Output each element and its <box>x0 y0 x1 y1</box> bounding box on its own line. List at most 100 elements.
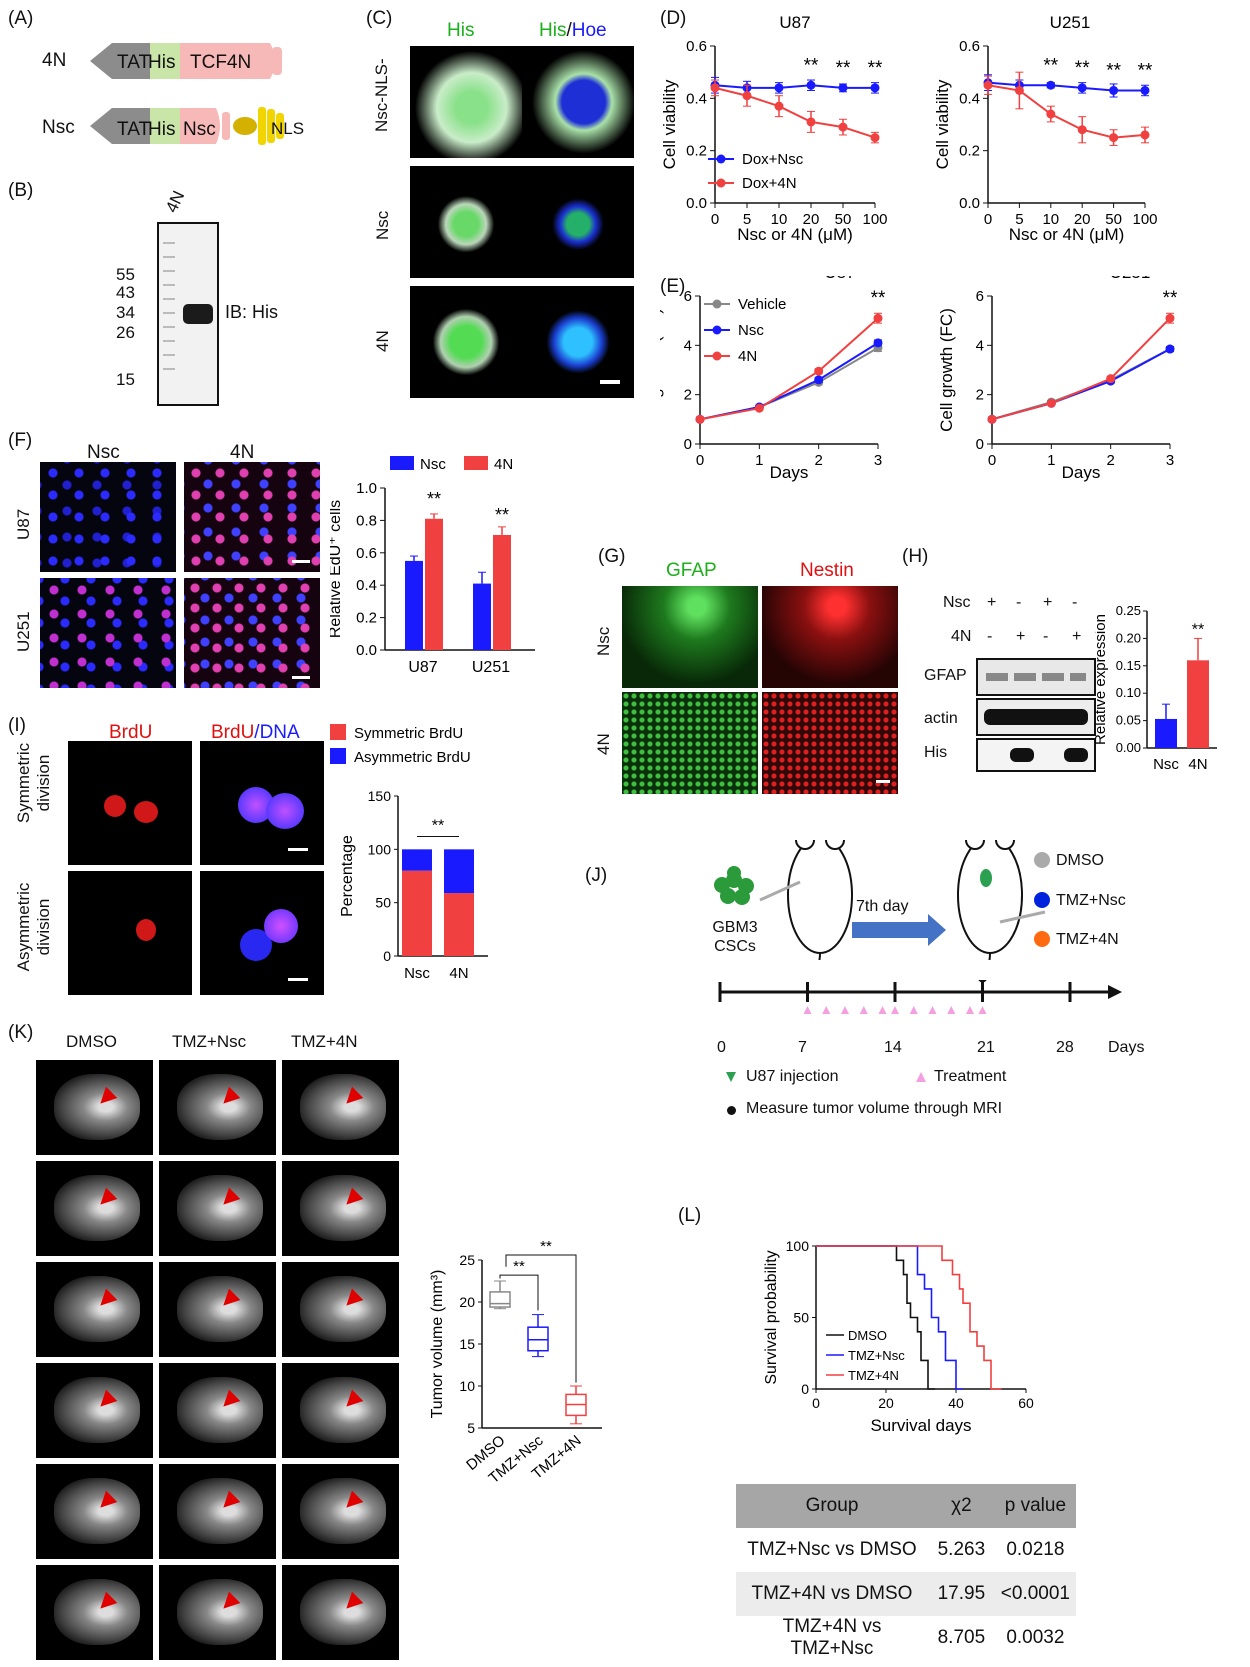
g-row-4n: 4N <box>594 733 613 755</box>
y-axis-label: Cell viability <box>933 79 952 169</box>
ib-his-label: IB: His <box>225 302 279 322</box>
h-blot-actin <box>976 698 1096 736</box>
km-curve-DMSO <box>816 1245 935 1390</box>
construct-4n-his: His <box>148 52 176 73</box>
j-legend-dmso: DMSO <box>1056 852 1104 869</box>
bar-Nsc-U87 <box>405 560 423 650</box>
stats-header-chi2: χ2 <box>927 1484 995 1528</box>
j-key-injection: U87 injection <box>746 1068 839 1085</box>
stats-cell: <0.0001 <box>994 1572 1076 1616</box>
y-tick-label: 0.4 <box>686 90 707 107</box>
brain-scan <box>300 1074 386 1140</box>
significance-mark: ** <box>427 489 441 509</box>
f-img-u87-nsc <box>40 462 176 572</box>
mw-marker-34: 34 <box>116 303 135 322</box>
syringe-icon-1 <box>759 880 801 902</box>
panel-label-h: (H) <box>902 546 929 567</box>
j-tick-21: 21 <box>977 1039 995 1056</box>
h-blot-gfap-label: GFAP <box>924 667 967 684</box>
y-tick-label: 25 <box>459 1252 475 1268</box>
bar-Nsc-U251 <box>473 583 491 650</box>
panel-label-b: (B) <box>8 180 34 201</box>
x-tick-label: 1 <box>755 452 763 469</box>
treatment-marker <box>947 1006 956 1014</box>
mri-image <box>36 1262 153 1357</box>
y-tick-label: 100 <box>786 1238 810 1254</box>
y-tick-label: 0.6 <box>686 38 707 55</box>
data-point <box>1014 85 1024 95</box>
table-row: TMZ+4N vs DMSO 17.95 <0.0001 <box>736 1572 1076 1616</box>
h-nsc-sign-1: + <box>987 594 997 611</box>
y-axis-label: Percentage <box>339 835 356 917</box>
mri-image <box>36 1363 153 1458</box>
mri-image <box>282 1464 399 1559</box>
g-scale-bar <box>876 780 890 783</box>
series-line-Nsc <box>991 348 1171 421</box>
g-col-nestin: Nestin <box>800 560 854 581</box>
stats-cell: 17.95 <box>927 1572 995 1616</box>
mri-image <box>282 1565 399 1660</box>
legend-marker <box>712 351 722 361</box>
y-tick-label: 0.8 <box>356 512 377 529</box>
brain-scan <box>177 1478 263 1544</box>
treatment-marker <box>859 1006 868 1014</box>
data-point <box>1109 85 1119 95</box>
y-tick-label: 0.6 <box>356 545 377 562</box>
legend-swatch <box>390 456 414 470</box>
c-img-nsc-nls-his <box>410 46 522 158</box>
construct-nsc-his: His <box>148 119 176 140</box>
h-4n-sign-4: + <box>1072 628 1082 645</box>
legend-marker <box>716 154 726 164</box>
mri-image <box>159 1262 276 1357</box>
data-point <box>838 122 848 132</box>
x-axis-label: Survival days <box>870 1416 971 1435</box>
h-4n-sign-2: + <box>1016 628 1026 645</box>
x-tick-label: 0 <box>988 452 996 469</box>
treatment-marker <box>878 1006 887 1014</box>
legend-swatch <box>330 724 346 740</box>
significance-bracket <box>505 1254 577 1383</box>
chart-title: U251 <box>1050 13 1091 32</box>
brain-scan <box>177 1579 263 1645</box>
i-img-asym-brdu <box>68 871 192 995</box>
y-tick-label: 6 <box>976 288 984 305</box>
chart-title: U87 <box>779 13 810 32</box>
data-point <box>870 133 880 143</box>
i-scale-bar-2 <box>288 978 308 981</box>
series-line-4N <box>991 317 1171 421</box>
mouse-icon-day0 <box>787 840 853 960</box>
stats-cell: 5.263 <box>927 1528 995 1572</box>
y-tick-label: 0.0 <box>356 642 377 659</box>
y-tick-label: 0.15 <box>1116 658 1141 673</box>
chart-i: Symmetric BrdU Asymmetric BrdU 0 50 100 150 Pe… <box>330 724 488 982</box>
km-curve-TMZ+Nsc <box>816 1245 963 1390</box>
bar-Asymmetric BrdU-4N <box>444 849 474 894</box>
h-4n-sign-3: - <box>1043 628 1049 645</box>
gbm3-cells-icon <box>714 866 754 905</box>
x-tick-label: 2 <box>814 452 822 469</box>
chart-d-u87: 0.0 0.2 0.4 0.6 0 5 10 20 50 100 U87 Nsc or 4N (μM)… <box>660 13 888 244</box>
treatment-marker <box>803 1006 812 1014</box>
i-img-asym-merge <box>200 871 324 995</box>
y-tick-label: 1.0 <box>356 480 377 497</box>
brain-scan <box>54 1377 140 1443</box>
y-tick-label: 100 <box>368 841 392 857</box>
i-row-symmetric: Symmetric division <box>14 742 53 824</box>
y-axis-label: Tumor volume (mm³) <box>429 1270 446 1419</box>
k-col-dmso: DMSO <box>66 1032 117 1051</box>
data-point <box>754 403 764 413</box>
y-tick-label: 0 <box>801 1381 809 1397</box>
brain-scan <box>177 1377 263 1443</box>
mri-image <box>36 1060 153 1155</box>
data-point <box>1077 83 1087 93</box>
f-row-u251: U251 <box>14 611 33 652</box>
treatment-marker <box>822 1006 831 1014</box>
j-legend-dmso-dot <box>1034 852 1050 868</box>
y-tick-label: 4 <box>976 337 984 354</box>
significance-mark: ** <box>495 505 509 525</box>
f-img-u251-nsc <box>40 578 176 688</box>
x-tick-label: 20 <box>1074 211 1091 228</box>
mri-dot <box>978 980 987 983</box>
y-tick-label: 0.0 <box>686 195 707 212</box>
data-point <box>1106 374 1116 384</box>
